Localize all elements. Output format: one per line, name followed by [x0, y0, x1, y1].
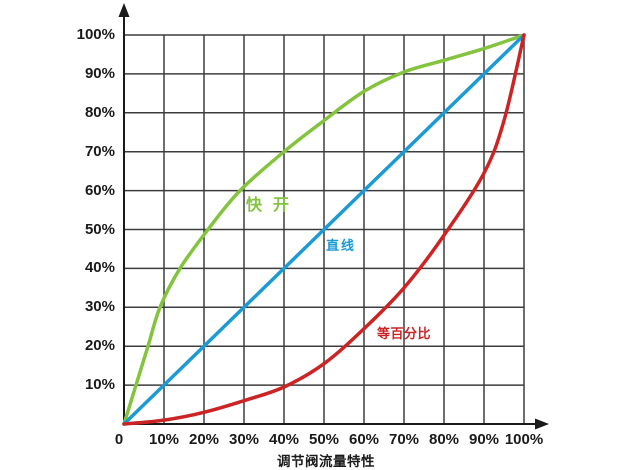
y-tick-label: 50% — [84, 220, 115, 238]
y-tick-label: 60% — [84, 181, 115, 199]
x-tick-label: 20% — [188, 431, 220, 448]
curve-quick-open — [122, 33, 526, 426]
curve-label-linear: 直线 — [326, 238, 357, 254]
x-tick-label: 0 — [114, 431, 124, 448]
x-tick-label: 60% — [348, 431, 380, 448]
x-tick-label: 70% — [388, 431, 420, 448]
y-tick-label: 30% — [84, 298, 115, 316]
y-tick-label: 40% — [84, 259, 115, 277]
y-tick-label: 80% — [84, 103, 115, 121]
x-tick-label: 40% — [268, 431, 300, 448]
curve-linear — [122, 33, 526, 426]
x-axis-arrowhead-icon — [535, 418, 549, 430]
x-tick-label: 100% — [504, 431, 544, 448]
x-tick-label: 90% — [468, 431, 500, 448]
y-axis-arrowhead-icon — [118, 3, 130, 17]
y-tick-label: 20% — [84, 337, 115, 355]
chart-title: 调节阀流量特性 — [277, 454, 375, 469]
y-tick-label: 90% — [84, 64, 115, 82]
curve-equal-percentage — [122, 33, 526, 426]
x-tick-label: 80% — [428, 431, 460, 448]
y-tick-label: 10% — [84, 376, 115, 394]
x-tick-label: 10% — [148, 431, 180, 448]
y-tick-label: 70% — [84, 142, 115, 160]
x-tick-label: 50% — [308, 431, 340, 448]
x-tick-label: 30% — [228, 431, 260, 448]
curve-label-equal-percentage: 等百分比 — [377, 325, 432, 341]
curve-label-quick-open: 快开 — [246, 196, 301, 214]
y-tick-label: 100% — [76, 26, 115, 43]
